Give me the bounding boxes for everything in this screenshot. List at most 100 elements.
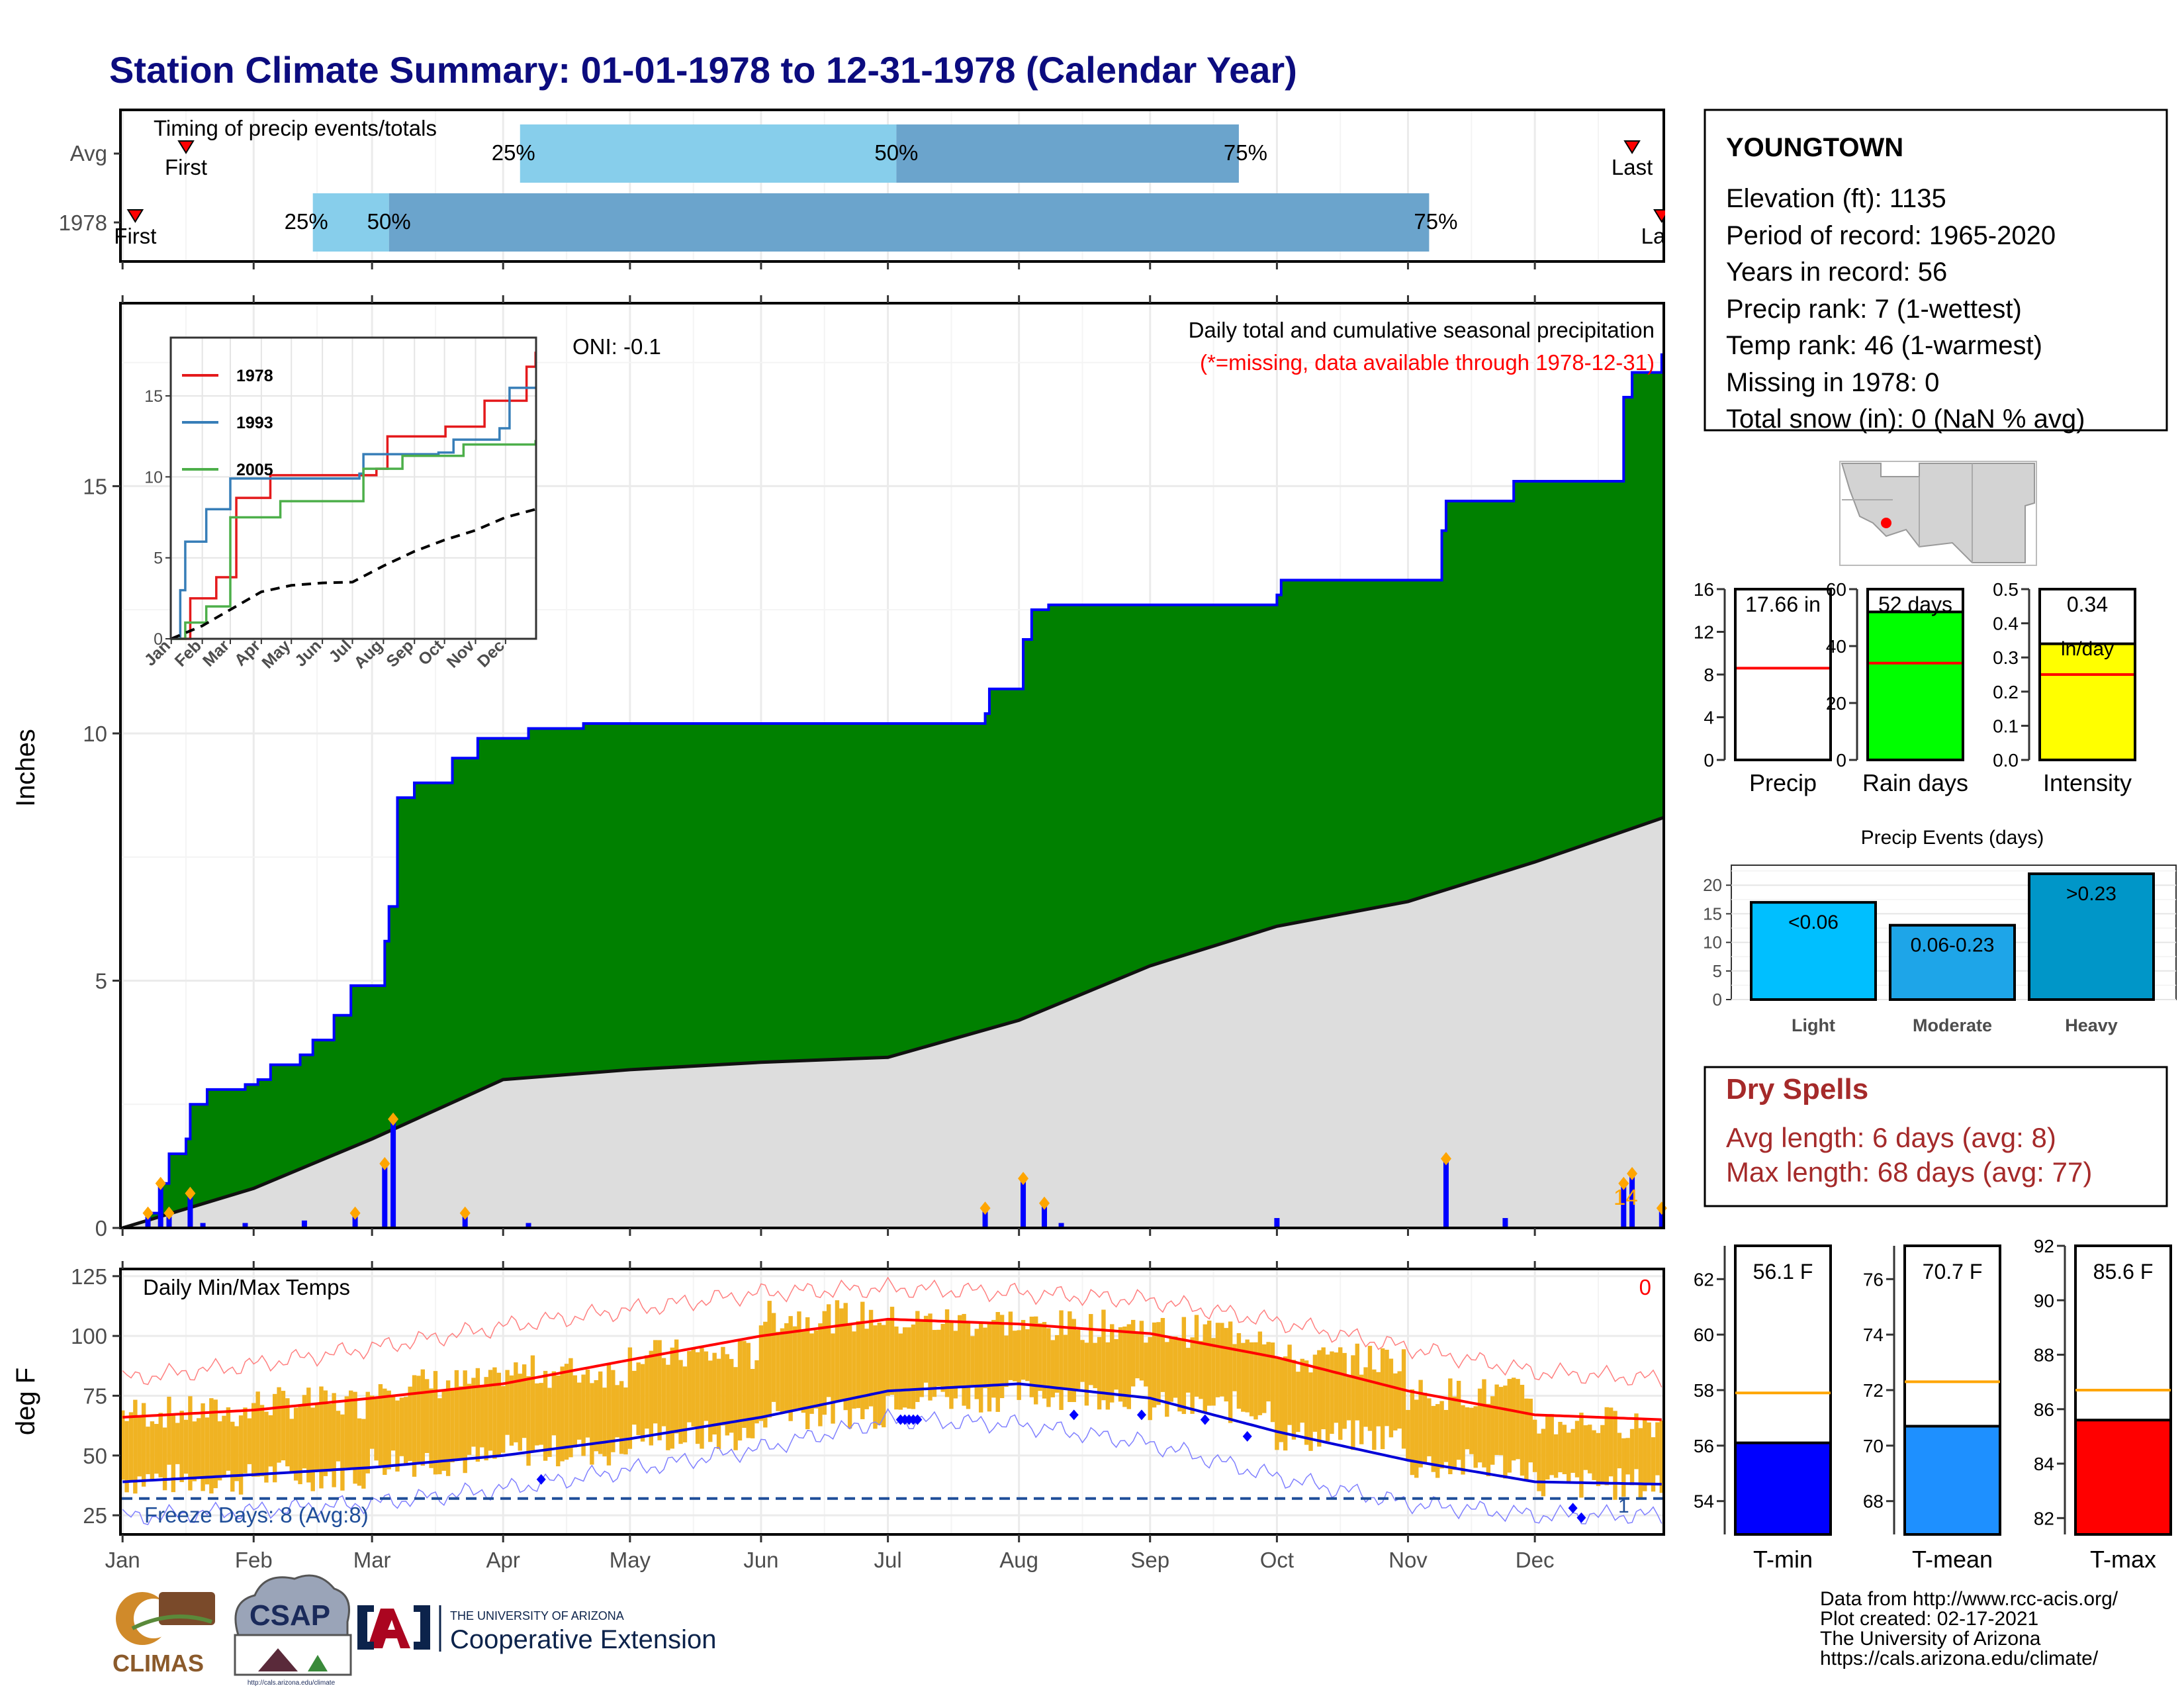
inset-x-tick-label: Feb [171,636,205,670]
summary-y-tick-label: 20 [1826,693,1846,714]
daily-temp-bar [1549,1414,1554,1476]
daily-temp-bar [306,1387,311,1483]
csap-logo-text: CSAP [250,1599,330,1632]
daily-temp-bar [1401,1349,1406,1449]
summary-y-tick-label: 0.1 [1993,716,2019,736]
daily-temp-bar [353,1391,357,1484]
daily-temp-bar [746,1342,751,1438]
daily-temp-bar [619,1381,624,1454]
timing-bar-50-75 [388,193,1430,252]
precip-event-marker [379,1156,390,1170]
daily-temp-bar [390,1395,396,1451]
month-tick-label: Jan [105,1548,140,1572]
timing-panel: Timing of precip events/totals Avg 1978 … [59,106,1692,265]
daily-temp-bar [623,1387,628,1455]
daily-precip-bar [1502,1218,1508,1228]
temp-summary-label: T-mean [1912,1546,1993,1573]
temp-summary-bars: 54 56 58 60 62 56.1 F T-min 68 70 72 74 76 70.7 F T-m… [1694,1236,2172,1573]
daily-temp-bar [349,1390,353,1470]
daily-temp-bar [712,1352,717,1435]
summary-value-label: 52 days [1878,592,1952,616]
daily-temp-bar [285,1398,290,1467]
daily-temp-bar [780,1328,785,1414]
daily-temp-bar [1071,1319,1076,1403]
daily-temp-bar [192,1421,197,1481]
daily-temp-bar [522,1364,527,1438]
temp-summary-bar [1903,1425,2001,1536]
daily-temp-bar [480,1386,484,1448]
daily-temp-bar [653,1340,658,1424]
daily-temp-bar [454,1370,459,1459]
dry-spells-box: Dry Spells Avg length: 6 days (avg: 8) M… [1704,1066,2168,1207]
daily-temp-bar [518,1374,522,1451]
tmax-normal-line [122,1317,1662,1421]
daily-temp-bar [332,1393,336,1487]
record-low-marker [1242,1430,1252,1442]
daily-temp-bar [632,1370,637,1425]
temp-summary-value-label: 70.7 F [1923,1260,1983,1284]
precip-normal-area [122,817,1664,1228]
daily-temp-bar [958,1315,962,1387]
daily-temp-bar [847,1323,852,1429]
daily-temp-bar [1169,1338,1173,1402]
daily-temp-bar [1101,1309,1106,1401]
daily-temp-bar [383,1388,387,1476]
daily-temp-bar [758,1325,764,1421]
daily-temp-bar [970,1336,975,1387]
precip-corner-label: 14 [1614,1185,1638,1209]
daily-precip-bar [352,1213,358,1228]
daily-temp-bar [128,1412,134,1481]
daily-temp-bar [1351,1355,1355,1450]
daily-temp-bar [1490,1396,1495,1465]
daily-precip-bar [1274,1218,1280,1228]
location-map [1839,461,2037,566]
precip-above-normal-area [122,354,1664,1228]
summary-y-tick-label: 4 [1704,708,1714,728]
summary-bar [1734,588,1832,761]
station-temp-rank: Temp rank: 46 (1-warmest) [1726,331,2042,360]
daily-temp-bar [1038,1323,1042,1391]
inset-x-tick-label: Jan [141,636,174,669]
dry-spells-max: Max length: 68 days (avg: 77) [1726,1156,2092,1188]
daily-temp-bar [1537,1433,1541,1491]
daily-temp-bar [1346,1376,1351,1421]
precip-event-marker [185,1186,196,1200]
page-title: Station Climate Summary: 01-01-1978 to 1… [109,49,1297,91]
daily-temp-bar [310,1407,315,1491]
precip-y-tick-label: 10 [83,722,107,746]
inset-x-tick-label: Oct [415,636,448,669]
daily-temp-bar [1511,1378,1516,1461]
daily-precip-bar [1629,1173,1635,1228]
daily-temp-bar [700,1348,704,1449]
temp-summary-y-tick-label: 82 [2034,1508,2054,1528]
daily-temp-bar [556,1375,561,1467]
daily-temp-bar [1097,1336,1102,1410]
summary-y-tick-label: 0 [1704,750,1714,771]
inset-x-tick-label: Aug [350,636,386,672]
footer-line-3: The University of Arizona [1820,1628,2041,1650]
inset-y-tick-label: 15 [144,387,163,406]
daily-temp-bar [1574,1421,1580,1477]
daily-precip-bar [1621,1183,1627,1228]
daily-temp-bar [281,1391,286,1461]
daily-temp-bar [238,1415,244,1495]
timing-p75-label: 75% [1224,140,1267,165]
daily-temp-bar [162,1427,167,1491]
daily-temp-bar [936,1329,941,1387]
timing-p25-label: 25% [492,140,535,165]
daily-temp-bar [1647,1422,1651,1483]
summary-y-tick-label: 0.4 [1993,614,2019,634]
daily-temp-bar [1482,1379,1486,1468]
daily-temp-bar [1473,1406,1478,1468]
daily-temp-bar [678,1360,683,1444]
daily-temp-bar [1186,1348,1191,1393]
ua-logo: THE UNIVERSITY OF ARIZONA Cooperative Ex… [357,1605,716,1654]
daily-temp-bar [1275,1356,1279,1450]
daily-temp-bar [602,1387,607,1457]
daily-temp-bar [1418,1380,1423,1468]
daily-temp-bar [1291,1360,1297,1440]
daily-temp-bar [496,1372,502,1456]
daily-temp-bar [463,1370,467,1474]
daily-temp-bar [374,1399,379,1461]
daily-temp-bar [471,1378,476,1447]
